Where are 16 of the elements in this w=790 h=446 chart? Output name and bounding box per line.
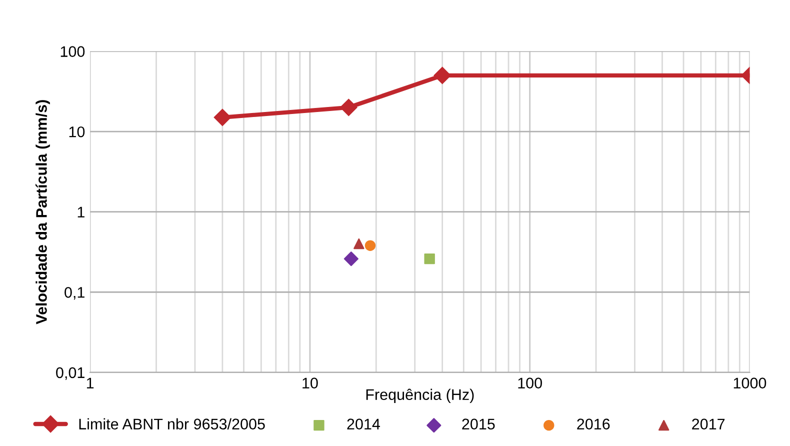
y-tick-label: 100 — [60, 46, 85, 57]
legend-label: 2015 — [462, 418, 495, 430]
y-axis-title: Velocidade da Partícula (mm/s) — [36, 100, 50, 324]
y-tick-label: 0,01 — [56, 367, 84, 380]
x-tick-label: 100 — [518, 378, 542, 388]
y-tick-label: 0,1 — [64, 287, 84, 300]
x-tick-label: 1 — [86, 378, 94, 388]
y-tick-label: 1 — [78, 206, 84, 218]
x-tick-label: 10 — [302, 378, 318, 388]
legend-label: Limite ABNT nbr 9653/2005 — [79, 418, 265, 430]
y-tick-label: 10 — [69, 126, 85, 138]
x-axis-title: Frequência (Hz) — [366, 388, 474, 404]
legend-label: 2016 — [577, 418, 610, 430]
legend-label: 2014 — [347, 418, 380, 430]
legend-label: 2017 — [692, 418, 725, 430]
x-tick-label: 1000 — [734, 378, 766, 388]
